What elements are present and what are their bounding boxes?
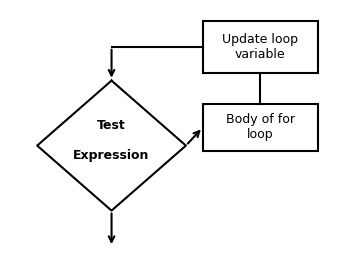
Text: Test

Expression: Test Expression (73, 119, 150, 162)
FancyBboxPatch shape (203, 21, 318, 73)
Text: Update loop
variable: Update loop variable (222, 33, 298, 61)
FancyBboxPatch shape (203, 104, 318, 151)
Text: Body of for
loop: Body of for loop (226, 113, 295, 141)
